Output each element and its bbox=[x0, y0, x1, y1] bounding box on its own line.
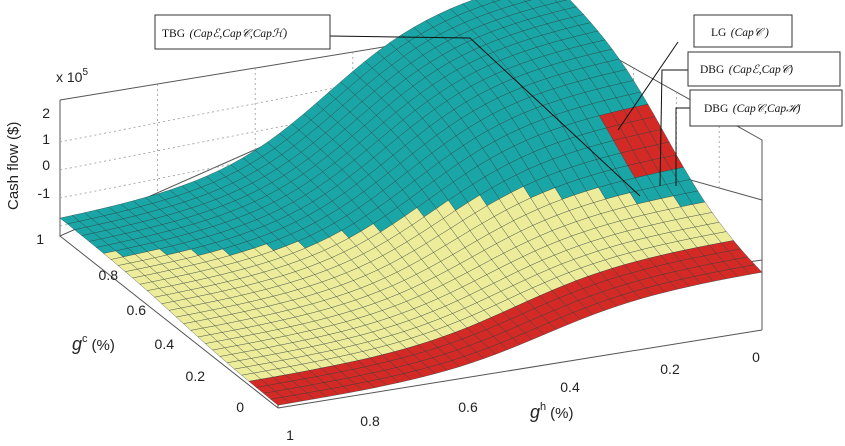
callout-tbg-prefix: TBG bbox=[162, 28, 185, 40]
z-tick-label: 2 bbox=[42, 105, 50, 121]
z-axis-label: Cash flow ($) bbox=[5, 122, 22, 210]
z-tick-label: -1 bbox=[38, 185, 51, 201]
callout-dbg-ec-args: (Capℰ,Cap𝒞) bbox=[729, 64, 793, 76]
callout-tbg-args: (Capℰ,Cap𝒞,Capℋ) bbox=[189, 28, 287, 40]
y-tick-label: 0.6 bbox=[127, 302, 147, 318]
callout-dbg-ec: DBG (Capℰ,Cap𝒞) bbox=[659, 51, 841, 187]
x-axis-label: gh (%) bbox=[530, 401, 573, 422]
svg-text:LG (Cap𝒞 ): LG (Cap𝒞 ) bbox=[711, 23, 769, 40]
y-tick-label: 0.2 bbox=[186, 368, 206, 384]
x-tick-label: 0.8 bbox=[360, 413, 380, 429]
svg-text:TBG (Capℰ,Cap𝒞,Capℋ): TBG (Capℰ,Cap𝒞,Capℋ) bbox=[162, 24, 287, 41]
surface-plot bbox=[59, 0, 763, 406]
surface-patch-red bbox=[742, 264, 763, 275]
z-tick-label: 1 bbox=[42, 131, 50, 147]
y-tick-label: 0.8 bbox=[99, 267, 119, 283]
callout-dbg-ec-prefix: DBG bbox=[700, 64, 724, 76]
callout-lg: LG (Cap𝒞 ) bbox=[617, 14, 793, 131]
y-tick-label: 1 bbox=[36, 231, 44, 247]
x-tick-labels: 1 0.8 0.6 0.4 0.2 0 bbox=[286, 349, 760, 443]
y-tick-labels: 0 0.2 0.4 0.6 0.8 1 bbox=[36, 231, 244, 415]
x-tick-label: 0.6 bbox=[458, 399, 478, 415]
z-scale-label: x 105 bbox=[56, 67, 88, 85]
callout-lg-prefix: LG bbox=[711, 27, 726, 39]
y-tick-label: 0.4 bbox=[155, 336, 175, 352]
x-tick-label: 0.4 bbox=[560, 379, 580, 395]
y-tick-label: 0 bbox=[236, 399, 244, 415]
callout-lg-args: (Cap𝒞 ) bbox=[731, 27, 769, 39]
x-tick-label: 0.2 bbox=[660, 361, 680, 377]
callout-tbg: TBG (Capℰ,Cap𝒞,Capℋ) bbox=[154, 14, 641, 197]
y-axis-label: gc (%) bbox=[72, 333, 115, 354]
z-tick-label: 0 bbox=[42, 157, 50, 173]
svg-text:DBG (Cap𝒞,Capℋ): DBG (Cap𝒞,Capℋ) bbox=[704, 99, 801, 116]
svg-text:DBG (Capℰ,Cap𝒞): DBG (Capℰ,Cap𝒞) bbox=[700, 60, 793, 77]
x-tick-label: 1 bbox=[286, 427, 294, 443]
callout-dbg-ch-args: (Cap𝒞,Capℋ) bbox=[733, 103, 801, 115]
x-tick-label: 0 bbox=[752, 349, 760, 365]
z-tick-labels: -1 0 1 2 bbox=[38, 105, 51, 201]
callout-dbg-ch: DBG (Cap𝒞,Capℋ) bbox=[675, 89, 843, 186]
callout-dbg-ch-prefix: DBG bbox=[704, 103, 728, 115]
